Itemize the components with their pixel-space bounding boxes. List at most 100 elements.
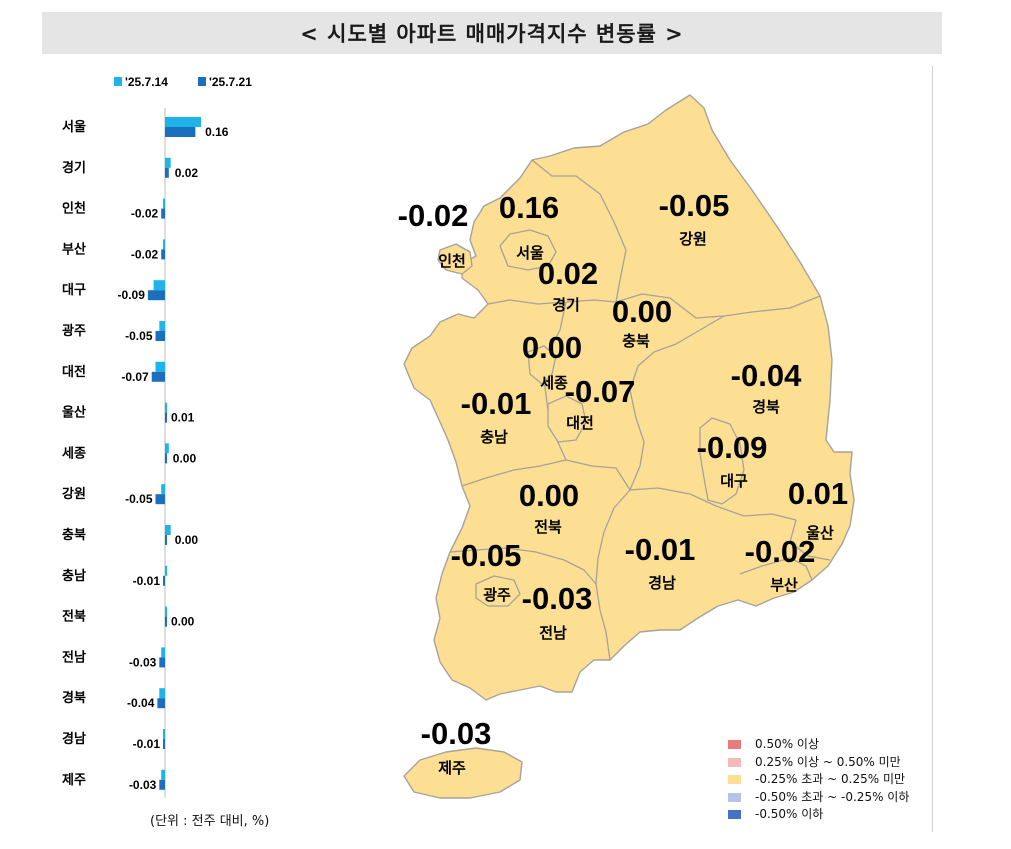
bar-curr (157, 698, 165, 709)
map-value: -0.05 (659, 188, 730, 223)
bar-curr (159, 779, 165, 790)
bar-curr (161, 208, 165, 219)
category-label: 서울 (62, 119, 86, 135)
category-label: 세종 (62, 446, 86, 461)
map-legend-item: 0.25% 이상 ~ 0.50% 미만 (728, 754, 909, 772)
bar-prev (159, 321, 165, 331)
category-label: 경기 (62, 160, 86, 176)
border-gyeonggi-gangwon (531, 159, 627, 303)
border-busan (739, 557, 813, 581)
map-value: -0.04 (731, 358, 802, 393)
map-region-name: 세종 (540, 374, 568, 392)
border-gyeongbuk-gyeongnam (629, 487, 797, 521)
bar-prev (165, 565, 167, 576)
data-label: -0.07 (121, 370, 149, 384)
map-legend: 0.50% 이상 0.25% 이상 ~ 0.50% 미만 -0.25% 초과 ~ 0… (728, 736, 909, 824)
data-label: -0.01 (133, 737, 161, 751)
page-title: < 시도별 아파트 매매가격지수 변동률 > (42, 12, 942, 54)
data-label: -0.05 (125, 329, 153, 343)
sejong-shape (527, 345, 557, 385)
map-value: -0.03 (421, 716, 492, 751)
category-label: 전남 (62, 649, 86, 665)
category-label: 강원 (62, 486, 86, 502)
bar-prev (153, 280, 165, 291)
bar-prev (165, 443, 169, 454)
map-region-name: 전북 (534, 518, 562, 536)
border-gangwon-south (615, 293, 821, 319)
data-label: -0.03 (129, 778, 157, 792)
map-legend-item: -0.50% 초과 ~ -0.25% 이하 (728, 789, 909, 807)
bar-prev (165, 157, 171, 168)
map-legend-item: -0.25% 초과 ~ 0.25% 미만 (728, 771, 909, 789)
border-jeonbuk-jeonnam (449, 547, 597, 585)
border-ulsan (789, 519, 831, 561)
bar-prev (165, 525, 171, 535)
map-legend-label: 0.25% 이상 ~ 0.50% 미만 (755, 754, 901, 769)
border-gyeonggi-south (487, 299, 617, 305)
bar-prev (165, 117, 202, 127)
category-label: 광주 (62, 324, 86, 339)
data-label: -0.09 (118, 288, 146, 302)
map-region-name: 대전 (566, 414, 594, 432)
legend-swatch-1 (198, 77, 206, 86)
map-region-name: 제주 (438, 759, 466, 777)
map-legend-swatch (728, 775, 741, 785)
data-label: -0.04 (127, 696, 155, 710)
category-label: 부산 (62, 241, 86, 257)
border-jeonnam-gyeongnam (595, 583, 611, 661)
bar-curr (163, 739, 165, 749)
map-region-name: 경기 (552, 296, 580, 314)
bar-curr (165, 616, 167, 627)
border-chungbuk-gyeongbuk (629, 315, 725, 491)
category-label: 경북 (62, 690, 86, 706)
data-label: 0.01 (171, 411, 195, 425)
data-label: 0.00 (175, 533, 199, 547)
map-legend-item: -0.50% 이하 (728, 806, 909, 824)
map-region-name: 울산 (806, 524, 834, 542)
bar-prev (161, 647, 165, 658)
map-value: -0.02 (398, 198, 469, 233)
bar-prev (161, 484, 165, 495)
daegu-shape (699, 417, 745, 505)
category-label: 경남 (62, 731, 86, 747)
map-region-name: 전남 (539, 624, 567, 642)
category-label: 충남 (62, 568, 86, 584)
category-label: 대구 (62, 283, 86, 298)
map-value: 0.00 (522, 330, 582, 365)
map-legend-swatch (728, 740, 741, 750)
category-label: 제주 (62, 773, 86, 788)
map-value: -0.03 (522, 581, 593, 616)
bar-curr (159, 657, 165, 668)
map-legend-label: -0.25% 초과 ~ 0.25% 미만 (755, 772, 906, 786)
map-value: -0.09 (697, 430, 768, 465)
category-label: 인천 (62, 201, 86, 217)
map-region-name: 강원 (679, 230, 707, 248)
bar-curr (155, 494, 165, 505)
bar-prev (163, 239, 165, 250)
data-label: 0.02 (175, 166, 199, 180)
map-value: -0.07 (565, 374, 636, 409)
bar-prev (155, 361, 165, 372)
bar-curr (161, 249, 165, 260)
map-value: 0.16 (499, 190, 559, 225)
bar-curr (165, 412, 167, 423)
data-label: 0.00 (173, 451, 197, 465)
map-value: 0.00 (519, 478, 579, 513)
map-value: -0.01 (625, 532, 696, 567)
right-divider (932, 66, 933, 832)
daejeon-shape (547, 395, 587, 443)
data-label: -0.03 (129, 655, 157, 669)
map-legend-swatch (728, 792, 741, 802)
bar-curr (165, 535, 167, 545)
legend-label-0: '25.7.14 (125, 75, 168, 89)
category-label: 충북 (62, 527, 86, 543)
map-region-name: 광주 (483, 586, 511, 604)
bar-prev (161, 769, 165, 780)
bar-prev (159, 688, 165, 699)
map-region-name: 경남 (648, 574, 676, 592)
bar-curr (151, 371, 165, 382)
bar-curr (147, 290, 165, 301)
bar-prev (163, 729, 165, 739)
map-legend-swatch (728, 810, 741, 820)
map-region-name: 부산 (770, 576, 798, 594)
